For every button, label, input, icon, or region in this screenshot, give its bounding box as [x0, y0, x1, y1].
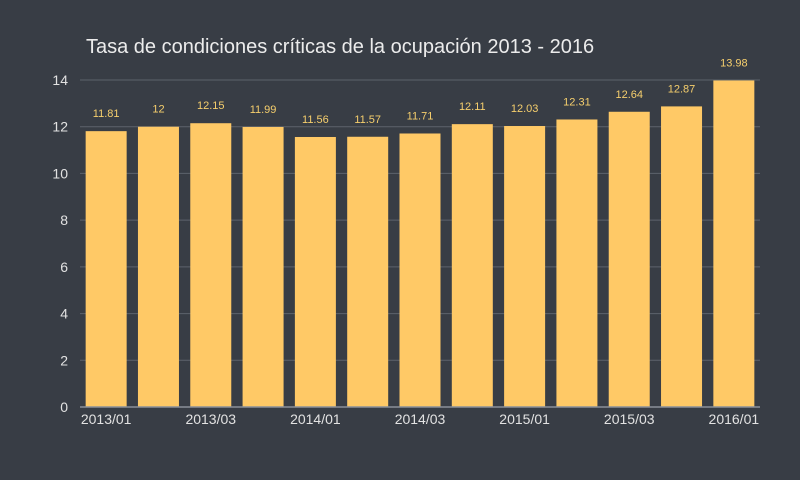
chart-title: Tasa de condiciones críticas de la ocupa… [86, 36, 594, 58]
y-tick-label: 2 [60, 352, 68, 368]
bar-2014-02 [347, 136, 389, 407]
bar-2015-04 [661, 106, 703, 408]
bar-2014-04 [451, 124, 493, 408]
x-axis-ticks: 2013/01 2013/03 2014/01 2014/03 2015/01 2015/… [81, 411, 760, 427]
y-tick-label: 4 [60, 306, 68, 322]
y-tick-label: 12 [52, 119, 68, 135]
data-label: 12.64 [615, 89, 643, 101]
y-tick-label: 10 [52, 165, 68, 181]
data-label: 12.03 [511, 103, 539, 115]
bar-2015-03 [608, 111, 650, 407]
bar-2014-03 [399, 133, 441, 407]
x-tick-label: 2015/03 [604, 411, 655, 427]
x-tick-label: 2014/03 [395, 411, 446, 427]
data-label: 11.57 [354, 114, 381, 126]
data-label: 11.81 [93, 108, 120, 120]
y-tick-label: 6 [60, 259, 68, 275]
x-tick-label: 2015/01 [499, 411, 550, 427]
data-label: 11.56 [302, 114, 329, 126]
data-label: 12.11 [459, 101, 486, 113]
bar-2014-01 [294, 136, 336, 407]
bar-2015-01 [504, 126, 546, 407]
data-label: 11.71 [407, 110, 434, 122]
data-label: 13.98 [720, 57, 748, 69]
y-axis-ticks: 0 2 4 6 8 10 12 14 [52, 72, 68, 415]
x-tick-label: 2013/01 [81, 411, 132, 427]
bar-2013-01 [85, 131, 127, 407]
x-tick-label: 2014/01 [290, 411, 341, 427]
bar-2013-02 [137, 126, 179, 407]
data-labels: 11.81 12 12.15 11.99 11.56 11.57 11.71 12.11 12.… [93, 57, 748, 126]
bar-2013-03 [190, 123, 232, 407]
y-tick-label: 14 [52, 72, 68, 88]
data-label: 12.15 [197, 100, 225, 112]
data-label: 12.87 [668, 83, 696, 95]
y-tick-label: 8 [60, 212, 68, 228]
bar-2015-02 [556, 119, 598, 407]
bar-2016-01 [713, 80, 755, 408]
x-tick-label: 2013/03 [185, 411, 236, 427]
bar-2013-04 [242, 126, 284, 407]
data-label: 12 [152, 104, 164, 116]
y-tick-label: 0 [60, 399, 68, 415]
data-label: 11.99 [250, 104, 277, 116]
x-tick-label: 2016/01 [709, 411, 760, 427]
bars [85, 80, 755, 408]
data-label: 12.31 [563, 96, 591, 108]
